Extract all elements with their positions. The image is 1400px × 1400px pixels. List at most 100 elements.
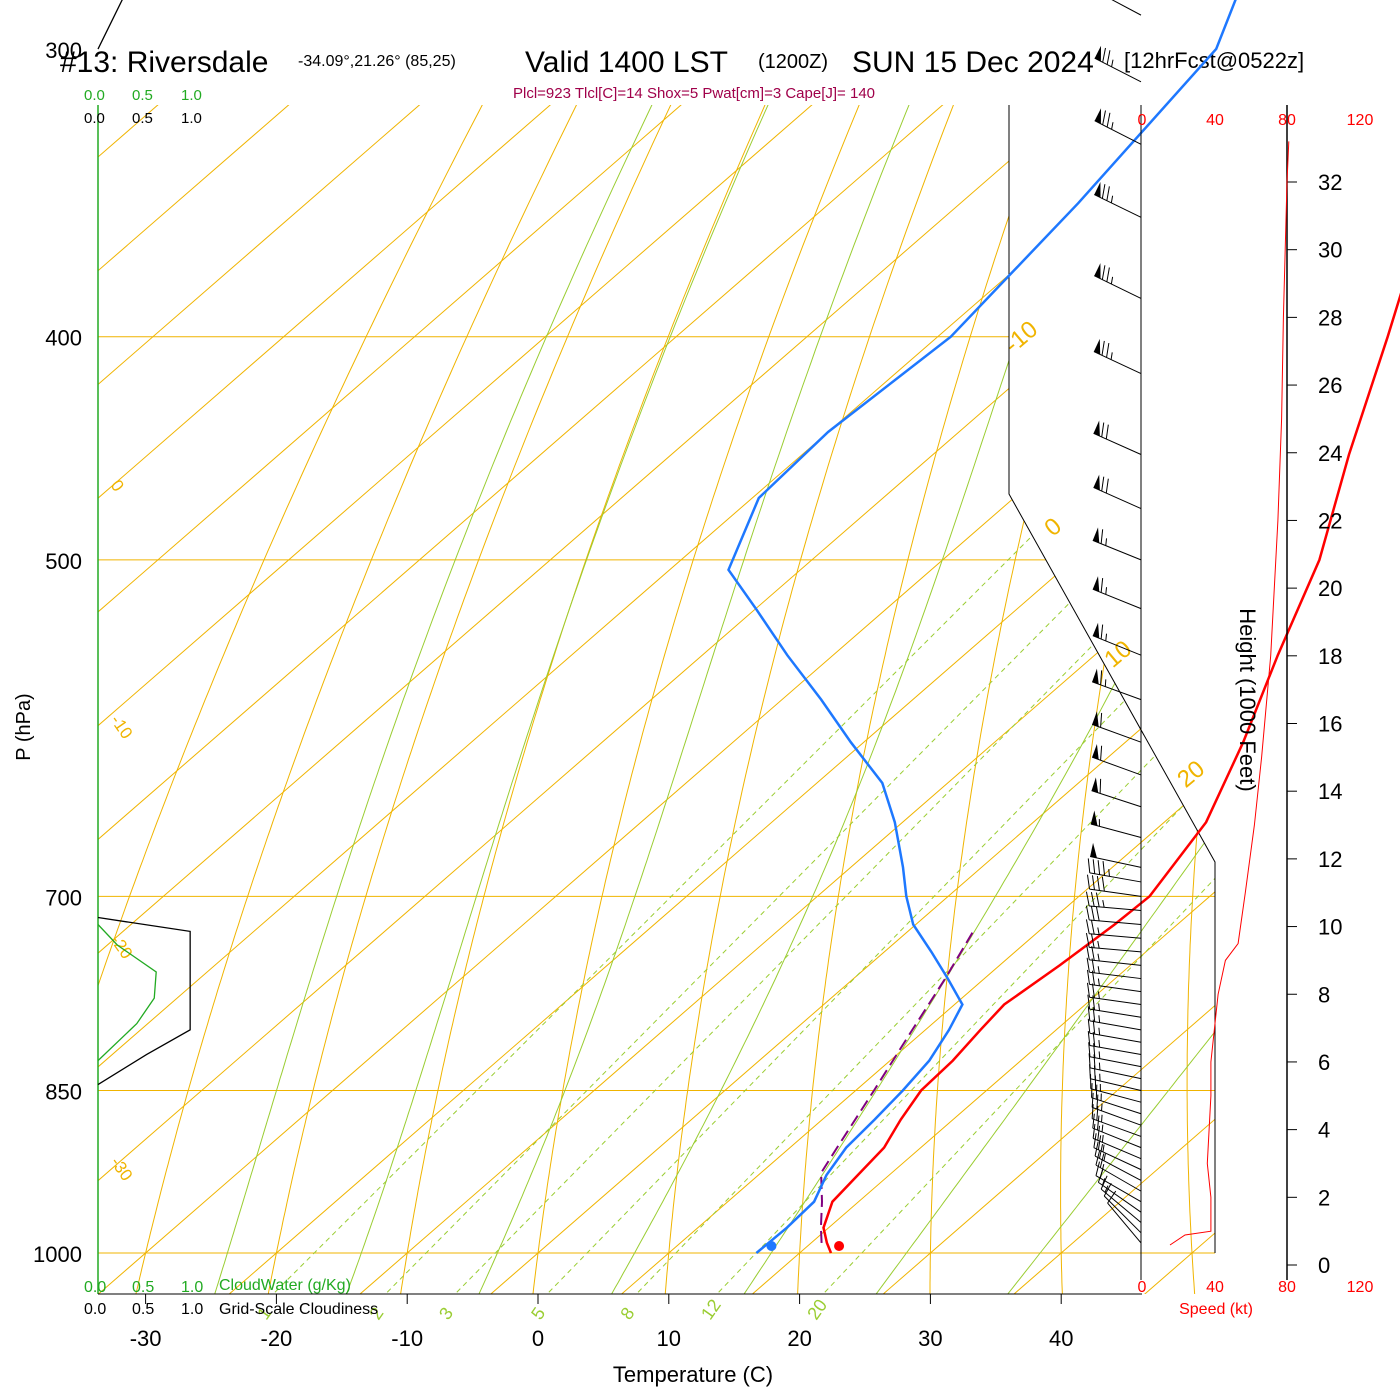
barb-staff bbox=[1095, 1175, 1142, 1203]
barb-flag bbox=[1106, 112, 1111, 128]
barb-pennant bbox=[1094, 108, 1102, 124]
barb-half-flag bbox=[1098, 1015, 1101, 1023]
barb-flag bbox=[1087, 1030, 1091, 1046]
cloud-top-black-0: 0.0 bbox=[84, 110, 105, 127]
barb-staff bbox=[1094, 120, 1142, 145]
barb-flag bbox=[1101, 876, 1105, 892]
height-tick-label: 32 bbox=[1318, 170, 1342, 195]
barb-flag bbox=[1087, 1018, 1091, 1034]
barb-staff bbox=[1093, 432, 1142, 455]
barb-staff bbox=[1089, 1045, 1142, 1056]
barb-staff bbox=[1090, 1067, 1142, 1080]
wind-barb bbox=[1091, 1104, 1142, 1137]
barb-staff bbox=[1090, 856, 1142, 868]
barb-staff bbox=[1090, 823, 1142, 838]
barb-flag bbox=[1095, 892, 1100, 907]
cloud-top-green-2: 1.0 bbox=[181, 87, 202, 104]
dry-adiabat-line bbox=[530, 105, 984, 1294]
barb-pennant bbox=[1092, 668, 1099, 685]
speed-tick-top-3: 120 bbox=[1347, 112, 1374, 129]
barb-half-flag bbox=[1101, 1103, 1103, 1111]
cloudiness-label: Grid-Scale Cloudiness bbox=[219, 1301, 378, 1318]
barb-flag bbox=[1096, 875, 1100, 891]
barb-flag bbox=[1087, 1006, 1091, 1021]
valid-date: SUN 15 Dec 2024 bbox=[852, 46, 1094, 79]
mixing-ratio-line bbox=[456, 336, 1215, 1293]
barb-flag bbox=[1100, 670, 1103, 685]
wind-barb bbox=[1088, 1042, 1142, 1068]
barb-staff bbox=[1092, 1137, 1142, 1160]
height-tick-label: 24 bbox=[1318, 441, 1342, 466]
barb-flag bbox=[1090, 906, 1095, 921]
barb-flag bbox=[1091, 1083, 1093, 1098]
wind-barb bbox=[1093, 474, 1142, 510]
thermo-grid bbox=[98, 105, 1215, 1294]
isotherm-line bbox=[98, 105, 1215, 1294]
barb-flag bbox=[1085, 891, 1090, 907]
isotherm-line bbox=[98, 105, 480, 1294]
sounding-profiles bbox=[727, 0, 1400, 1254]
barb-staff bbox=[1091, 756, 1142, 776]
wind-speed-trace bbox=[1169, 141, 1290, 1246]
barb-pennant bbox=[1090, 842, 1097, 858]
barb-half-flag bbox=[1110, 352, 1113, 360]
wind-barb bbox=[1091, 711, 1142, 743]
barb-staff bbox=[1092, 588, 1142, 610]
axis-labels: -30-20-100102030402503004005007008501000… bbox=[33, 38, 1342, 1351]
wind-barb bbox=[1086, 945, 1142, 966]
isotherm-line bbox=[98, 105, 1134, 1294]
mixing-ratio-label: 12 bbox=[697, 1295, 725, 1323]
wind-barb bbox=[1090, 810, 1142, 838]
wind-barb bbox=[1103, 1183, 1142, 1234]
height-tick-label: 12 bbox=[1318, 847, 1342, 872]
height-tick-label: 28 bbox=[1318, 305, 1342, 330]
barb-half-flag bbox=[1101, 1134, 1104, 1143]
barb-staff bbox=[1091, 790, 1142, 808]
barb-flag bbox=[1101, 184, 1106, 199]
barb-flag bbox=[1100, 624, 1104, 640]
x-tick-label: 10 bbox=[657, 1326, 681, 1351]
speed-tick-top-2: 80 bbox=[1278, 112, 1296, 129]
wind-barb bbox=[1095, 1150, 1142, 1192]
barb-half-flag bbox=[1098, 1062, 1101, 1070]
barb-pennant bbox=[1093, 474, 1100, 491]
barb-half-flag bbox=[1110, 195, 1114, 203]
x-tick-label: -30 bbox=[130, 1326, 162, 1351]
barb-pennant bbox=[1092, 622, 1100, 639]
wind-barb bbox=[1085, 919, 1142, 939]
barb-staff bbox=[1092, 539, 1142, 561]
barb-pennant bbox=[1093, 420, 1100, 437]
barb-flag bbox=[1092, 859, 1096, 874]
y-axis-title: P (hPa) bbox=[13, 693, 35, 760]
barb-flag bbox=[1100, 529, 1104, 544]
parcel-trace bbox=[819, 930, 975, 1243]
height-tick-label: 14 bbox=[1318, 779, 1342, 804]
x-tick-label: -20 bbox=[261, 1326, 293, 1351]
surface-temperature-dot bbox=[834, 1240, 845, 1251]
pressure-tick-label: 850 bbox=[45, 1079, 82, 1104]
barb-flag bbox=[1095, 1161, 1100, 1176]
cloudwater-line bbox=[97, 924, 157, 1062]
cloud-top-black-1: 0.5 bbox=[132, 110, 153, 127]
dry-adiabat-line bbox=[397, 105, 897, 1294]
barb-flag bbox=[1099, 1153, 1105, 1168]
barb-pennant bbox=[1092, 744, 1099, 760]
barb-flag bbox=[1091, 875, 1095, 890]
barb-staff bbox=[1091, 1106, 1142, 1126]
barb-pennant bbox=[1094, 263, 1101, 279]
speed-tick-bottom-2: 80 bbox=[1278, 1279, 1296, 1296]
isotherm-line bbox=[98, 105, 1003, 1294]
barb-half-flag bbox=[1111, 122, 1114, 130]
isotherm-line bbox=[601, 105, 1215, 1294]
barb-half-flag bbox=[1101, 1124, 1104, 1132]
barb-flag bbox=[1096, 1115, 1100, 1131]
barb-flag bbox=[1086, 874, 1091, 890]
isotherm-line bbox=[470, 105, 1215, 1294]
isotherm-label: 0 bbox=[1039, 513, 1067, 542]
cloud-bottom-black-1: 0.5 bbox=[132, 1301, 154, 1318]
barb-half-flag bbox=[1103, 1153, 1106, 1161]
dry-adiabat-line bbox=[929, 105, 1215, 1294]
dry-adiabat-line bbox=[131, 105, 723, 1294]
barb-staff bbox=[1089, 959, 1142, 966]
